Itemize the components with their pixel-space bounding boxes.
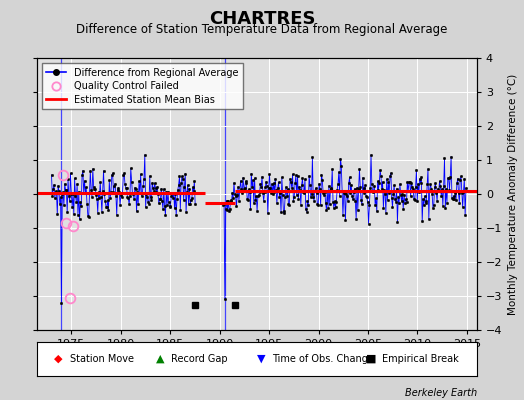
Text: Difference of Station Temperature Data from Regional Average: Difference of Station Temperature Data f…	[77, 23, 447, 36]
Text: ◆: ◆	[54, 354, 63, 364]
Text: ■: ■	[366, 354, 376, 364]
Y-axis label: Monthly Temperature Anomaly Difference (°C): Monthly Temperature Anomaly Difference (…	[508, 73, 518, 315]
Text: ▼: ▼	[257, 354, 266, 364]
Text: Station Move: Station Move	[70, 354, 134, 364]
Text: CHARTRES: CHARTRES	[209, 10, 315, 28]
Text: ▲: ▲	[156, 354, 164, 364]
Text: Record Gap: Record Gap	[171, 354, 227, 364]
Text: Time of Obs. Change: Time of Obs. Change	[272, 354, 374, 364]
Text: Berkeley Earth: Berkeley Earth	[405, 388, 477, 398]
Text: Empirical Break: Empirical Break	[382, 354, 459, 364]
Legend: Difference from Regional Average, Quality Control Failed, Estimated Station Mean: Difference from Regional Average, Qualit…	[41, 63, 243, 109]
